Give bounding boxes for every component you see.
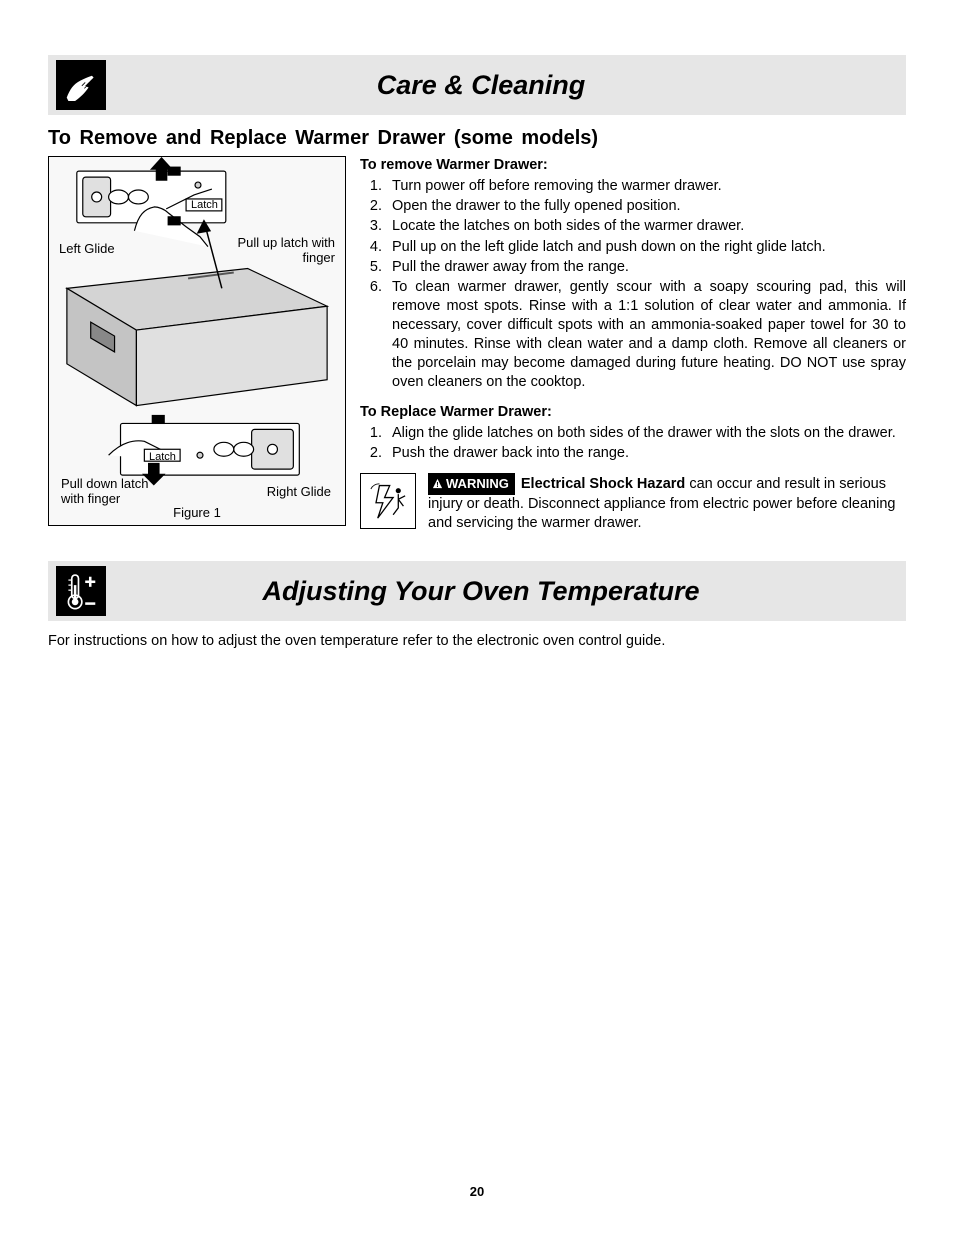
list-item: Pull the drawer away from the range. [386, 258, 906, 277]
label-right-glide: Right Glide [267, 485, 331, 500]
subheading-remove-replace: To Remove and Replace Warmer Drawer (som… [48, 127, 906, 150]
shock-hazard-icon [360, 473, 416, 529]
list-item: Open the drawer to the fully opened posi… [386, 197, 906, 216]
list-item: Turn power off before removing the warme… [386, 177, 906, 196]
section-header-adjusting-temp: Adjusting Your Oven Temperature [48, 561, 906, 621]
remove-steps-list: Turn power off before removing the warme… [360, 177, 906, 392]
label-pull-up: Pull up latch with finger [235, 236, 335, 266]
page-number: 20 [0, 1184, 954, 1199]
warning-lead: Electrical Shock Hazard [521, 476, 685, 492]
replace-steps-list: Align the glide latches on both sides of… [360, 424, 906, 463]
section-header-care-cleaning: Care & Cleaning [48, 55, 906, 115]
figure-1-drawer-latches: Left Glide Pull up latch with finger Lat… [48, 156, 346, 526]
remove-title: To remove Warmer Drawer: [360, 156, 906, 175]
warning-triangle-icon: ! [432, 476, 443, 493]
list-item: Pull up on the left glide latch and push… [386, 238, 906, 257]
label-left-glide: Left Glide [59, 242, 115, 257]
svg-text:!: ! [436, 480, 438, 489]
list-item: Align the glide latches on both sides of… [386, 424, 906, 443]
label-latch-1: Latch [191, 199, 218, 212]
warning-badge: ! WARNING [428, 473, 515, 495]
thermometer-adjust-icon [56, 566, 106, 616]
label-latch-2: Latch [149, 451, 176, 464]
label-pull-down: Pull down latch with finger [61, 477, 171, 507]
cleaning-hand-icon [56, 60, 106, 110]
warning-badge-text: WARNING [446, 476, 509, 491]
figure-caption: Figure 1 [49, 506, 345, 521]
section-title: Care & Cleaning [106, 70, 906, 101]
replace-title: To Replace Warmer Drawer: [360, 403, 906, 422]
section2-body: For instructions on how to adjust the ov… [48, 633, 906, 649]
list-item: Locate the latches on both sides of the … [386, 217, 906, 236]
warning-text: !WARNING Electrical Shock Hazard can occ… [428, 473, 906, 533]
list-item: To clean warmer drawer, gently scour wit… [386, 278, 906, 393]
section-title-2: Adjusting Your Oven Temperature [106, 576, 906, 607]
list-item: Push the drawer back into the range. [386, 444, 906, 463]
